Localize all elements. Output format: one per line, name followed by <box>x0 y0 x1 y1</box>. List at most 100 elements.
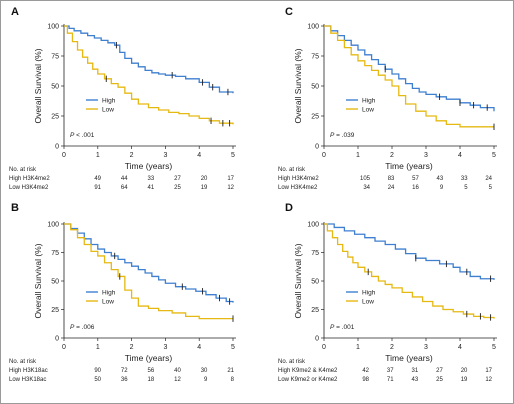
panel-b-risk-value: 8 <box>231 377 235 383</box>
panel-c-risk-value: 5 <box>464 185 468 191</box>
panel-c-risk-value: 34 <box>363 185 370 191</box>
panel-d-p-value: P = .001 <box>330 324 355 331</box>
panel-c-p-value: P = .039 <box>330 132 355 139</box>
panel-c-y-tick-label: 75 <box>311 53 319 60</box>
panel-c-y-tick-label: 0 <box>315 143 319 150</box>
panel-c-risk-header: No. at risk <box>278 167 306 173</box>
panel-a-risk-row-label: Low H3K4me2 <box>9 185 49 191</box>
panel-a-risk-row-label: High H3K4me2 <box>9 176 50 182</box>
panel-d-y-tick-label: 50 <box>311 278 319 285</box>
panel-b-risk-value: 90 <box>94 368 101 374</box>
panel-a-series-high-line <box>64 25 234 94</box>
panel-b-risk-value: 56 <box>148 368 155 374</box>
panel-b-risk-value: 18 <box>148 377 155 383</box>
panel-a-x-tick-label: 4 <box>197 152 201 159</box>
panel-d-series-high-line <box>324 223 495 280</box>
panel-b-letter: B <box>11 202 19 214</box>
panel-a-y-tick-label: 100 <box>47 23 59 30</box>
panel-c-risk-value: 9 <box>440 185 444 191</box>
panel-a-risk-value: 41 <box>148 185 155 191</box>
panel-c-p-value-symbol: P <box>330 132 335 139</box>
panel-c-y-tick-label: 50 <box>311 83 319 90</box>
panel-d-risk-value: 71 <box>387 377 394 383</box>
panel-d-x-tick-label: 1 <box>356 344 360 351</box>
panel-d-y-tick-label: 0 <box>315 335 319 342</box>
panel-b-p-value-text: = .006 <box>74 324 94 331</box>
panel-a-y-tick-label: 75 <box>51 53 59 60</box>
panel-c-risk-value: 24 <box>388 185 395 191</box>
panel-a-risk-value: 49 <box>94 176 101 182</box>
panel-b-x-tick-label: 0 <box>62 344 66 351</box>
panel-b-risk-value: 36 <box>121 377 128 383</box>
panel-b-x-tick-label: 5 <box>231 344 235 351</box>
panel-c-risk-value: 24 <box>485 176 492 182</box>
panel-a-letter: A <box>11 6 19 18</box>
panel-a-x-tick-label: 5 <box>231 152 235 159</box>
panel-a-risk-value: 27 <box>174 176 181 182</box>
panel-d-y-tick-label: 75 <box>311 250 319 257</box>
panel-d-x-tick-label: 4 <box>458 344 462 351</box>
panel-b-x-axis-title: Time (years) <box>125 353 173 363</box>
panel-c-series-low-line <box>324 25 494 128</box>
panel-d-risk-value: 25 <box>436 377 443 383</box>
panel-b-p-value-symbol: P <box>70 324 75 331</box>
panel-d-p-value-text: = .001 <box>334 324 354 331</box>
panel-d-risk-value: 43 <box>412 377 419 383</box>
panel-d-risk-header: No. at risk <box>278 359 306 365</box>
panel-c-series-high-line <box>324 25 495 112</box>
panel-a-risk-value: 20 <box>201 176 208 182</box>
panel-c-risk-row-label: Low H3K4me2 <box>278 185 318 191</box>
panel-c-risk-value: 16 <box>412 185 419 191</box>
panel-d-risk-row-label: Low K9me2 or K4me2 <box>278 377 338 383</box>
panel-c-y-axis-title: Overall Survival (%) <box>293 48 303 123</box>
panel-d-p-value-symbol: P <box>330 324 335 331</box>
panel-d-letter: D <box>285 202 293 214</box>
panel-c-x-tick-label: 2 <box>390 152 394 159</box>
panel-c-risk-row-label: High H3K4me2 <box>278 176 319 182</box>
panel-d-x-tick-label: 2 <box>390 344 394 351</box>
panel-b-y-tick-label: 100 <box>47 221 59 228</box>
panel-d-risk-row-label: High K9me2 & K4me2 <box>278 368 338 374</box>
panel-a-x-axis-title: Time (years) <box>125 161 173 171</box>
panel-d-risk-value: 19 <box>461 377 468 383</box>
panel-c-risk-value: 57 <box>412 176 419 182</box>
panel-a-y-axis-title: Overall Survival (%) <box>33 48 43 123</box>
panel-b-y-axis-title: Overall Survival (%) <box>33 243 43 318</box>
panel-c-risk-value: 83 <box>388 176 395 182</box>
panel-b-risk-value: 50 <box>94 377 101 383</box>
panel-d-y-tick-label: 100 <box>307 221 319 228</box>
panel-a-p-value: P < .001 <box>70 132 95 139</box>
panel-b-risk-value: 30 <box>201 368 208 374</box>
panel-a-risk-value: 17 <box>227 176 234 182</box>
panel-a-risk-value: 33 <box>148 176 155 182</box>
panel-b-y-tick-label: 75 <box>51 250 59 257</box>
panel-b-legend-label-low: Low <box>102 298 114 305</box>
panel-c-legend-label-low: Low <box>362 106 374 113</box>
panel-c-y-tick-label: 25 <box>311 113 319 120</box>
panel-b-risk-value: 21 <box>227 368 234 374</box>
panel-d-series-low-line <box>324 223 495 319</box>
panel-c-risk-value: 105 <box>360 176 371 182</box>
panel-b-series-high-line <box>64 223 234 303</box>
panel-b-x-tick-label: 4 <box>197 344 201 351</box>
panel-c-x-axis-title: Time (years) <box>385 161 433 171</box>
panel-b-x-tick-label: 3 <box>163 344 167 351</box>
panel-d-risk-value: 12 <box>485 377 492 383</box>
panel-a-legend-label-low: Low <box>102 106 114 113</box>
panel-a-x-tick-label: 2 <box>130 152 134 159</box>
panel-c-x-tick-label: 5 <box>492 152 496 159</box>
panel-b-series-low-line <box>64 223 233 320</box>
panel-d-legend-label-low: Low <box>362 298 374 305</box>
panel-d-risk-value: 17 <box>485 368 492 374</box>
panel-c-x-tick-label: 4 <box>458 152 462 159</box>
panel-a-x-tick-label: 0 <box>62 152 66 159</box>
panel-a-x-tick-label: 3 <box>163 152 167 159</box>
panel-c-x-tick-label: 0 <box>322 152 326 159</box>
panel-a-risk-value: 12 <box>227 185 234 191</box>
panel-a-y-tick-label: 25 <box>51 113 59 120</box>
panel-b-risk-header: No. at risk <box>9 359 37 365</box>
panel-a-p-value-text: < .001 <box>74 132 94 139</box>
panel-b-risk-row-label: High H3K18ac <box>9 368 48 374</box>
panel-a-p-value-symbol: P <box>70 132 75 139</box>
